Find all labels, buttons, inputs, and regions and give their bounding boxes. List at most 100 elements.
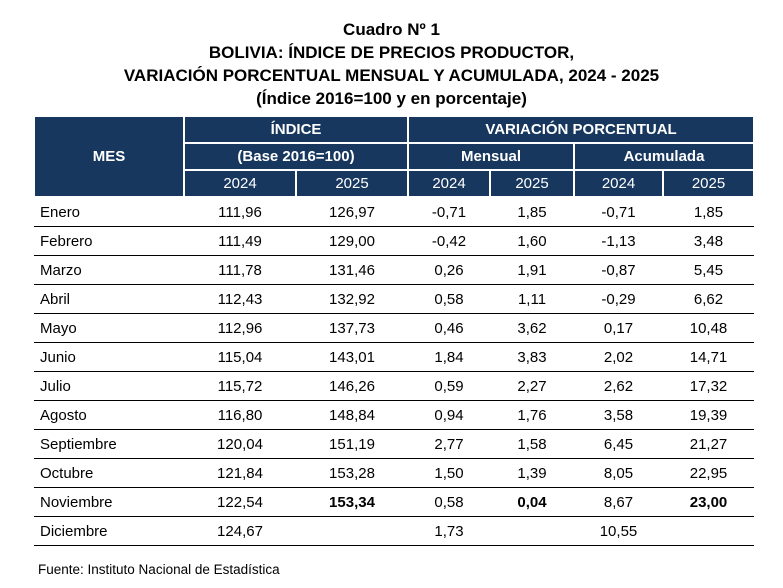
title-line-3: VARIACIÓN PORCENTUAL MENSUAL Y ACUMULADA… — [123, 66, 660, 85]
header-year-indice-2025: 2025 — [295, 169, 409, 198]
table-row: Marzo 111,78 131,46 0,26 1,91 -0,87 5,45 — [34, 255, 755, 285]
value-cell: 1,58 — [490, 429, 574, 459]
value-cell: 129,00 — [296, 226, 408, 256]
value-cell: 1,60 — [490, 226, 574, 256]
value-cell: -0,71 — [574, 197, 663, 227]
value-cell — [663, 516, 755, 546]
value-cell: 112,96 — [184, 313, 296, 343]
value-cell: 1,84 — [408, 342, 490, 372]
header-acumulada: Acumulada — [572, 142, 756, 171]
value-cell: 0,58 — [408, 284, 490, 314]
value-cell: 112,43 — [184, 284, 296, 314]
value-cell: 0,46 — [408, 313, 490, 343]
value-cell: 1,73 — [408, 516, 490, 546]
header-year-acumulada-2025: 2025 — [661, 169, 756, 198]
header-row-groups: MES ÍNDICE VARIACIÓN PORCENTUAL — [33, 115, 756, 198]
table-body: Enero 111,96 126,97 -0,71 1,85 -0,71 1,8… — [34, 197, 755, 546]
value-cell: -1,13 — [574, 226, 663, 256]
value-cell: 14,71 — [663, 342, 755, 372]
value-cell: 111,49 — [184, 226, 296, 256]
value-cell: 3,48 — [663, 226, 755, 256]
value-cell: 3,62 — [490, 313, 574, 343]
value-cell-bold: 23,00 — [663, 487, 755, 517]
value-cell: 8,67 — [574, 487, 663, 517]
value-cell: 21,27 — [663, 429, 755, 459]
value-cell: 2,62 — [574, 371, 663, 401]
month-cell: Abril — [34, 284, 184, 314]
value-cell — [490, 516, 574, 546]
header-variacion-group: VARIACIÓN PORCENTUAL — [406, 115, 756, 144]
month-cell: Febrero — [34, 226, 184, 256]
value-cell: 1,11 — [490, 284, 574, 314]
table-row: Noviembre 122,54 153,34 0,58 0,04 8,67 2… — [34, 487, 755, 517]
value-cell: 111,96 — [184, 197, 296, 227]
value-cell: 122,54 — [184, 487, 296, 517]
value-cell: 126,97 — [296, 197, 408, 227]
table-row: Agosto 116,80 148,84 0,94 1,76 3,58 19,3… — [34, 400, 755, 430]
value-cell: 143,01 — [296, 342, 408, 372]
table-row: Septiembre 120,04 151,19 2,77 1,58 6,45 … — [34, 429, 755, 459]
header-year-mensual-2025: 2025 — [489, 169, 575, 198]
value-cell: 17,32 — [663, 371, 755, 401]
value-cell: 2,77 — [408, 429, 490, 459]
month-cell: Mayo — [34, 313, 184, 343]
value-cell: 5,45 — [663, 255, 755, 285]
value-cell: 115,04 — [184, 342, 296, 372]
value-cell: 124,67 — [184, 516, 296, 546]
value-cell: 2,02 — [574, 342, 663, 372]
table-header: MES ÍNDICE VARIACIÓN PORCENTUAL (Base 20… — [33, 115, 756, 198]
month-cell: Enero — [34, 197, 184, 227]
header-mes: MES — [33, 115, 185, 198]
value-cell: 116,80 — [184, 400, 296, 430]
month-cell: Septiembre — [34, 429, 184, 459]
title-line-2: BOLIVIA: ÍNDICE DE PRECIOS PRODUCTOR, — [208, 43, 575, 62]
table-row: Febrero 111,49 129,00 -0,42 1,60 -1,13 3… — [34, 226, 755, 256]
value-cell: 10,48 — [663, 313, 755, 343]
value-cell: 146,26 — [296, 371, 408, 401]
value-cell: 120,04 — [184, 429, 296, 459]
table-row: Enero 111,96 126,97 -0,71 1,85 -0,71 1,8… — [34, 197, 755, 227]
month-cell: Julio — [34, 371, 184, 401]
header-year-mensual-2024: 2024 — [407, 169, 491, 198]
value-cell: 131,46 — [296, 255, 408, 285]
header-mensual: Mensual — [407, 142, 575, 171]
header-year-acumulada-2024: 2024 — [573, 169, 664, 198]
header-indice-group: ÍNDICE — [183, 115, 409, 144]
month-cell: Octubre — [34, 458, 184, 488]
table-row: Octubre 121,84 153,28 1,50 1,39 8,05 22,… — [34, 458, 755, 488]
value-cell: 148,84 — [296, 400, 408, 430]
month-cell: Junio — [34, 342, 184, 372]
value-cell: 1,76 — [490, 400, 574, 430]
value-cell: 115,72 — [184, 371, 296, 401]
value-cell: 22,95 — [663, 458, 755, 488]
month-cell: Diciembre — [34, 516, 184, 546]
value-cell: 0,17 — [574, 313, 663, 343]
value-cell: 0,59 — [408, 371, 490, 401]
month-cell: Agosto — [34, 400, 184, 430]
value-cell: 8,05 — [574, 458, 663, 488]
value-cell: 0,26 — [408, 255, 490, 285]
value-cell: 1,39 — [490, 458, 574, 488]
value-cell: 6,62 — [663, 284, 755, 314]
value-cell: 2,27 — [490, 371, 574, 401]
table-row: Mayo 112,96 137,73 0,46 3,62 0,17 10,48 — [34, 313, 755, 343]
value-cell: 10,55 — [574, 516, 663, 546]
month-cell: Marzo — [34, 255, 184, 285]
value-cell: 6,45 — [574, 429, 663, 459]
header-row-years: 2024 2025 2024 2025 2024 2025 — [34, 169, 756, 198]
value-cell: 1,50 — [408, 458, 490, 488]
value-cell: 111,78 — [184, 255, 296, 285]
value-cell: 132,92 — [296, 284, 408, 314]
value-cell: 0,94 — [408, 400, 490, 430]
table-row: Junio 115,04 143,01 1,84 3,83 2,02 14,71 — [34, 342, 755, 372]
data-table: MES ÍNDICE VARIACIÓN PORCENTUAL (Base 20… — [33, 115, 756, 546]
header-row-subgroups: (Base 2016=100) Mensual Acumulada — [34, 142, 756, 171]
value-cell — [296, 516, 408, 546]
header-indice-base: (Base 2016=100) — [183, 142, 409, 171]
value-cell: 19,39 — [663, 400, 755, 430]
table-row: Julio 115,72 146,26 0,59 2,27 2,62 17,32 — [34, 371, 755, 401]
value-cell: 3,58 — [574, 400, 663, 430]
title-line-4: (Índice 2016=100 y en porcentaje) — [256, 89, 527, 108]
value-cell: 153,28 — [296, 458, 408, 488]
value-cell: 1,85 — [663, 197, 755, 227]
